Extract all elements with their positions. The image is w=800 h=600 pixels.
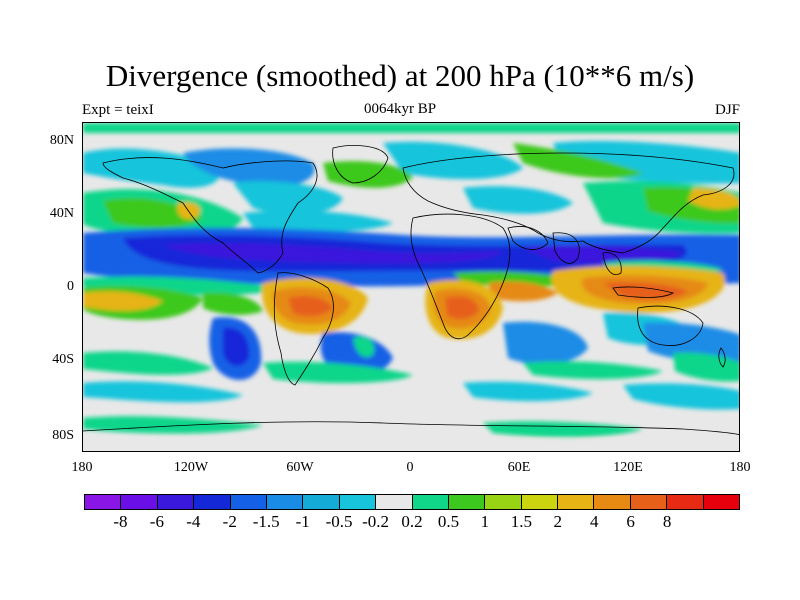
legend-label: 0.5 (437, 512, 460, 531)
legend-label: -6 (149, 512, 164, 531)
lat-label-80s: 80S (52, 428, 74, 443)
legend-swatch (266, 495, 304, 509)
legend-swatch (303, 495, 340, 509)
lon-label-120e: 120E (613, 460, 643, 475)
legend-swatch (412, 495, 449, 509)
legend-label: 6 (626, 512, 635, 531)
legend-swatch (630, 495, 668, 509)
legend-swatch (157, 495, 195, 509)
lat-label-80n: 80N (49, 133, 74, 148)
lat-label-40s: 40S (52, 352, 74, 367)
legend-swatch (667, 495, 704, 509)
legend-label: -0.2 (362, 512, 389, 531)
lon-label-120w: 120W (173, 460, 209, 475)
legend-swatch (703, 495, 740, 509)
legend-label: 2 (553, 512, 563, 531)
legend-label: -4 (186, 512, 201, 531)
legend-swatch (594, 495, 631, 509)
lon-label-60e: 60E (507, 460, 531, 475)
legend-swatch (485, 495, 522, 509)
legend-label: -8 (113, 512, 128, 531)
legend-swatch (85, 495, 122, 509)
legend-swatch (339, 495, 377, 509)
lon-label-180-right: 180 (729, 460, 751, 475)
legend-swatch (121, 495, 158, 509)
plot-title: Divergence (smoothed) at 200 hPa (10**6 … (105, 58, 695, 93)
legend-label: 1.5 (510, 512, 532, 531)
legend-label: 0.2 (401, 512, 423, 531)
legend-label: -2 (222, 512, 237, 531)
map-panel (82, 122, 740, 452)
legend-swatch (376, 495, 413, 509)
divergence-map (83, 123, 739, 451)
lon-label-0: 0 (406, 460, 414, 475)
experiment-label: Expt = teixI (82, 102, 154, 118)
legend-label: 8 (662, 512, 672, 531)
color-legend-bar (84, 494, 740, 510)
legend-label: 4 (589, 512, 599, 531)
lon-label-180-left: 180 (71, 460, 93, 475)
legend-swatch (194, 495, 231, 509)
legend-label: -1.5 (252, 512, 280, 531)
coastlines (83, 145, 739, 435)
lat-label-40n: 40N (49, 206, 74, 221)
legend-label: -1 (295, 512, 310, 531)
legend-label: -0.5 (325, 512, 353, 531)
legend-swatch (448, 495, 486, 509)
legend-swatch (521, 495, 559, 509)
legend-label: 1 (480, 512, 490, 531)
legend-swatch (558, 495, 595, 509)
lat-label-equator: 0 (67, 279, 74, 294)
time-label: 0064kyr BP (363, 101, 437, 117)
lon-label-60w: 60W (286, 460, 314, 475)
legend-swatch (230, 495, 267, 509)
contour-fields (83, 123, 739, 451)
season-label: DJF (714, 102, 740, 118)
